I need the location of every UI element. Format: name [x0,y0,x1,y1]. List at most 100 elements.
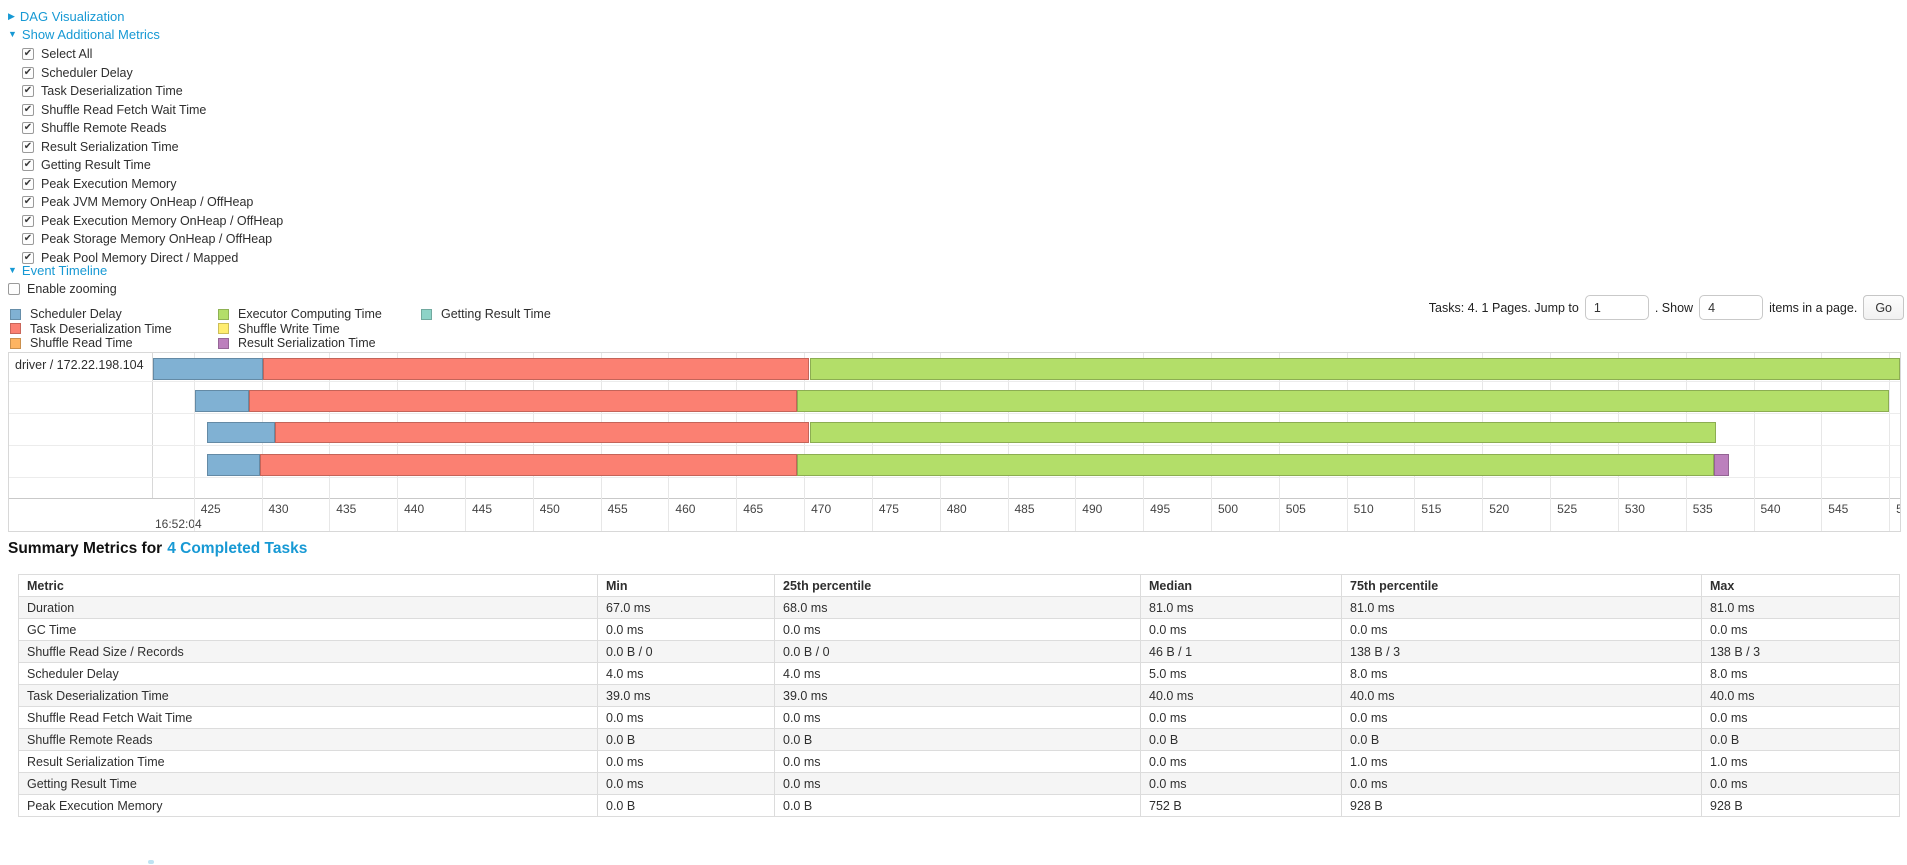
metric-value-cell: 0.0 ms [1140,706,1342,729]
metric-value-cell: 1.0 ms [1701,750,1900,773]
dag-visualization-label: DAG Visualization [19,9,125,24]
metric-checkbox-row[interactable]: Shuffle Remote Reads [22,119,283,138]
legend-swatch-icon [10,308,21,320]
checkbox-label: Task Deserialization Time [41,84,183,99]
metric-value-cell: 138 B / 3 [1341,640,1702,663]
checkbox-icon[interactable] [8,283,20,296]
axis-tick-label: 535 [1692,502,1713,516]
timeline-segment-executor_computing[interactable] [797,390,1890,412]
metric-checkbox-row[interactable]: Peak Execution Memory OnHeap / OffHeap [22,212,283,231]
metric-checkbox-row[interactable]: Result Serialization Time [22,138,283,157]
metric-value-cell: 0.0 ms [1341,618,1702,641]
metric-checkbox-row[interactable]: Peak Execution Memory [22,175,283,194]
metric-value-cell: 4.0 ms [597,662,775,685]
timeline-segment-task_deserialization[interactable] [249,390,798,412]
checkbox-icon[interactable] [22,48,34,61]
additional-metrics-list: Select All Scheduler Delay Task Deserializ… [22,45,283,267]
metric-name-cell: Shuffle Read Fetch Wait Time [18,706,598,729]
items-per-page-input[interactable] [1699,295,1764,320]
legend-swatch-icon [218,337,229,349]
jump-to-page-input[interactable] [1584,295,1649,320]
legend-item: Executor Computing Time [218,307,393,321]
metric-checkbox-row[interactable]: Task Deserialization Time [22,82,283,101]
metric-value-cell: 0.0 B [774,794,1141,817]
checkbox-icon[interactable] [22,251,34,264]
legend-label: Scheduler Delay [30,307,122,321]
table-row: Shuffle Read Fetch Wait Time 0.0 ms 0.0 ms… [18,706,1900,729]
metric-checkbox-row[interactable]: Peak Pool Memory Direct / Mapped [22,249,283,268]
metric-value-cell: 8.0 ms [1341,662,1702,685]
metric-checkbox-row[interactable]: Peak JVM Memory OnHeap / OffHeap [22,193,283,212]
metric-checkbox-row[interactable]: Getting Result Time [22,156,283,175]
timeline-segment-executor_computing[interactable] [809,358,1900,380]
axis-tick-label: 500 [1218,502,1239,516]
metric-checkbox-row[interactable]: Shuffle Read Fetch Wait Time [22,101,283,120]
timeline-segment-scheduler_delay[interactable] [153,358,263,380]
axis-tick-label: 440 [404,502,425,516]
metric-value-cell: 0.0 B / 0 [597,640,775,663]
metric-value-cell: 0.0 B [1341,728,1702,751]
legend-label: Executor Computing Time [238,307,382,321]
checkbox-icon[interactable] [22,159,34,172]
timeline-segment-executor_computing[interactable] [809,421,1716,443]
timeline-segment-task_deserialization[interactable] [262,358,810,380]
table-header-row: Metric Min 25th percentile Median 75th perce… [18,574,1900,597]
timeline-segment-scheduler_delay[interactable] [207,421,276,443]
go-button[interactable]: Go [1863,295,1904,320]
summary-metrics-heading: Summary Metrics for 4 Completed Tasks [8,540,307,558]
table-header-cell: 75th percentile [1341,574,1702,597]
row-separator [9,381,1900,382]
completed-tasks-link[interactable]: 4 Completed Tasks [167,540,308,557]
caret-right-icon: ▶ [8,11,15,21]
axis-tick-label: 450 [539,502,560,516]
table-row: Duration 67.0 ms 68.0 ms 81.0 ms 81.0 ms 81.0… [18,596,1900,619]
axis-tick-label: 465 [743,502,764,516]
checkbox-icon[interactable] [22,214,34,227]
metric-value-cell: 46 B / 1 [1140,640,1342,663]
metric-checkbox-row[interactable]: Select All [22,45,283,64]
checkbox-icon[interactable] [22,140,34,153]
event-timeline-toggle[interactable]: ▼ Event Timeline [8,263,107,278]
checkbox-icon[interactable] [22,233,34,246]
metric-value-cell: 0.0 B [774,728,1141,751]
legend-label: Result Serialization Time [238,336,376,350]
dag-visualization-toggle[interactable]: ▶ DAG Visualization [8,9,124,24]
metric-value-cell: 0.0 B [597,794,775,817]
checkbox-icon[interactable] [22,85,34,98]
table-row: Task Deserialization Time 39.0 ms 39.0 ms 4… [18,684,1900,707]
timeline-segment-scheduler_delay[interactable] [207,454,261,476]
checkbox-icon[interactable] [22,103,34,116]
metric-value-cell: 39.0 ms [597,684,775,707]
timeline-segment-task_deserialization[interactable] [275,421,810,443]
metric-checkbox-row[interactable]: Peak Storage Memory OnHeap / OffHeap [22,230,283,249]
checkbox-icon[interactable] [22,196,34,209]
show-additional-metrics-toggle[interactable]: ▼ Show Additional Metrics [8,27,160,42]
legend-label: Shuffle Write Time [238,321,340,336]
table-header-cell: Max [1701,574,1900,597]
metric-value-cell: 0.0 ms [774,772,1141,795]
metric-value-cell: 67.0 ms [597,596,775,619]
metric-value-cell: 0.0 ms [597,750,775,773]
timeline-segment-task_deserialization[interactable] [260,454,798,476]
metric-name-cell: Peak Execution Memory [18,794,598,817]
timeline-segment-result_serialization[interactable] [1714,454,1730,476]
axis-tick-label: 495 [1150,502,1171,516]
table-row: Result Serialization Time 0.0 ms 0.0 ms 0.0… [18,750,1900,773]
summary-metrics-title-text: Summary Metrics for [8,540,163,557]
checkbox-icon[interactable] [22,66,34,79]
checkbox-icon[interactable] [22,122,34,135]
items-per-page-text: items in a page. [1769,300,1858,315]
table-row: Shuffle Read Size / Records 0.0 B / 0 0.0 … [18,640,1900,663]
timeline-segment-scheduler_delay[interactable] [195,390,250,412]
checkbox-label: Peak Execution Memory OnHeap / OffHeap [41,213,284,228]
metric-checkbox-row[interactable]: Scheduler Delay [22,64,283,83]
axis-tick-label: 510 [1353,502,1374,516]
event-timeline-chart: driver / 172.22.198.104 16:52:04 425 430 4… [8,352,1901,532]
checkbox-icon[interactable] [22,177,34,190]
metric-value-cell: 0.0 B [597,728,775,751]
metric-value-cell: 81.0 ms [1701,596,1900,619]
enable-zooming-checkbox-row[interactable]: Enable zooming [8,280,117,299]
axis-tick-label: 485 [1014,502,1035,516]
timeline-segment-executor_computing[interactable] [797,454,1715,476]
legend-column: Getting Result Time [421,307,601,352]
